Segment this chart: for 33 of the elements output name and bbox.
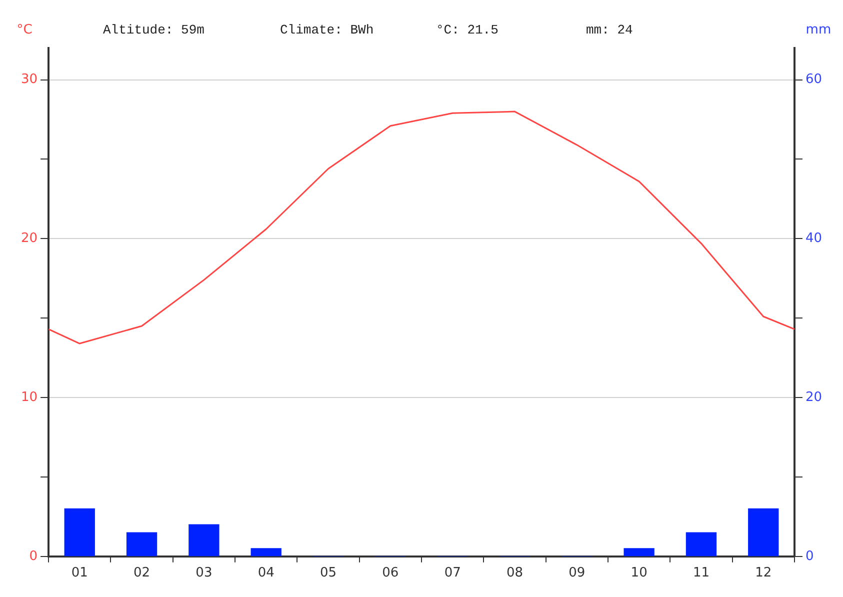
y2-tick-label: 40 [805, 231, 822, 246]
text: Climate: BWh [280, 22, 374, 38]
text: °C: 21.5 [436, 22, 498, 38]
x-tick-label: 08 [506, 566, 524, 581]
y-tick-label: 20 [20, 231, 38, 246]
x-tick-label: 10 [630, 566, 648, 581]
x-tick-label: 07 [444, 566, 461, 581]
bar [624, 548, 654, 556]
text: mm: 24 [586, 22, 634, 38]
x-tick-label: 03 [196, 566, 212, 581]
x-tick-label: 04 [258, 566, 274, 581]
y2-axis-title: mm [806, 22, 832, 38]
x-tick-label: 06 [382, 566, 399, 581]
bar [188, 524, 220, 556]
y2-tick-label: 60 [805, 72, 822, 88]
y2-tick-label: 20 [805, 390, 822, 405]
text: Altitude: 59m [103, 22, 205, 38]
bar [126, 532, 158, 556]
y-tick-label: 10 [20, 390, 38, 405]
y-tick-label: 0 [29, 548, 38, 564]
x-tick-label: 11 [692, 566, 710, 581]
y-tick-label: 30 [20, 72, 38, 88]
x-tick-label: 01 [71, 566, 88, 581]
bar [686, 532, 717, 556]
x-tick-label: 05 [320, 566, 337, 581]
y2-tick-label: 0 [805, 548, 814, 564]
bar [250, 548, 282, 556]
bar [748, 508, 779, 556]
bar [64, 508, 95, 556]
x-tick-label: 12 [755, 566, 772, 581]
x-tick-label: 02 [134, 566, 150, 581]
x-tick-label: 09 [568, 566, 586, 581]
y-axis-title: °C [16, 22, 32, 38]
